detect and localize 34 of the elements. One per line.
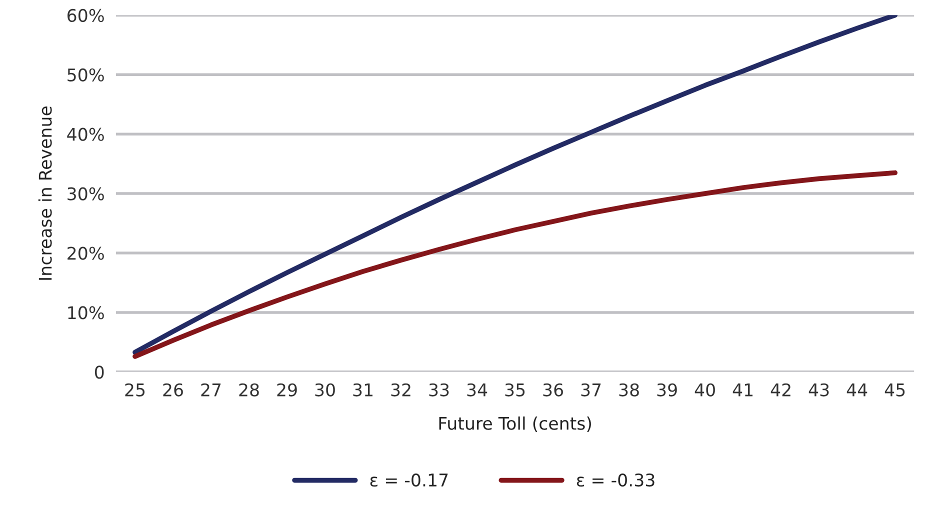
y-axis-title: Increase in Revenue xyxy=(38,106,52,280)
x-tick-label: 28 xyxy=(239,383,259,396)
x-tick-label: 33 xyxy=(429,383,449,396)
x-tick-label: 45 xyxy=(884,384,905,396)
x-tick-label: 42 xyxy=(770,383,790,396)
x-tick-label: 34 xyxy=(467,383,488,396)
legend-label: ε = -0.33 xyxy=(576,473,654,487)
x-tick-label: 27 xyxy=(201,383,221,396)
line-series xyxy=(132,170,898,359)
x-tick-label: 25 xyxy=(125,383,145,396)
y-tick-label: 10% xyxy=(68,306,104,320)
x-tick-label: 37 xyxy=(581,383,601,396)
y-tick-label: 0 xyxy=(94,366,104,379)
legend-label: ε = -0.17 xyxy=(370,473,448,487)
y-tick-label: 50% xyxy=(68,68,104,82)
x-tick-label: 31 xyxy=(353,383,372,396)
y-tick-label: 30% xyxy=(68,187,104,200)
x-tick-label: 39 xyxy=(657,383,677,396)
x-tick-label: 29 xyxy=(277,383,297,396)
x-tick-label: 36 xyxy=(543,383,563,396)
x-tick-label: 32 xyxy=(391,383,410,396)
line-series xyxy=(132,15,898,355)
x-tick-label: 40 xyxy=(694,383,715,396)
x-tick-label: 35 xyxy=(505,383,525,396)
x-tick-label: 26 xyxy=(163,383,183,396)
y-tick-label: 20% xyxy=(68,246,104,260)
x-tick-label: 43 xyxy=(808,383,829,396)
y-tick-label: 60% xyxy=(68,8,104,22)
x-tick-label: 30 xyxy=(315,383,335,396)
x-axis-title: Future Toll (cents) xyxy=(439,416,591,432)
y-tick-label: 40% xyxy=(67,128,104,141)
x-tick-label: 41 xyxy=(732,384,753,396)
x-tick-label: 44 xyxy=(846,384,868,396)
x-tick-label: 38 xyxy=(619,383,639,396)
